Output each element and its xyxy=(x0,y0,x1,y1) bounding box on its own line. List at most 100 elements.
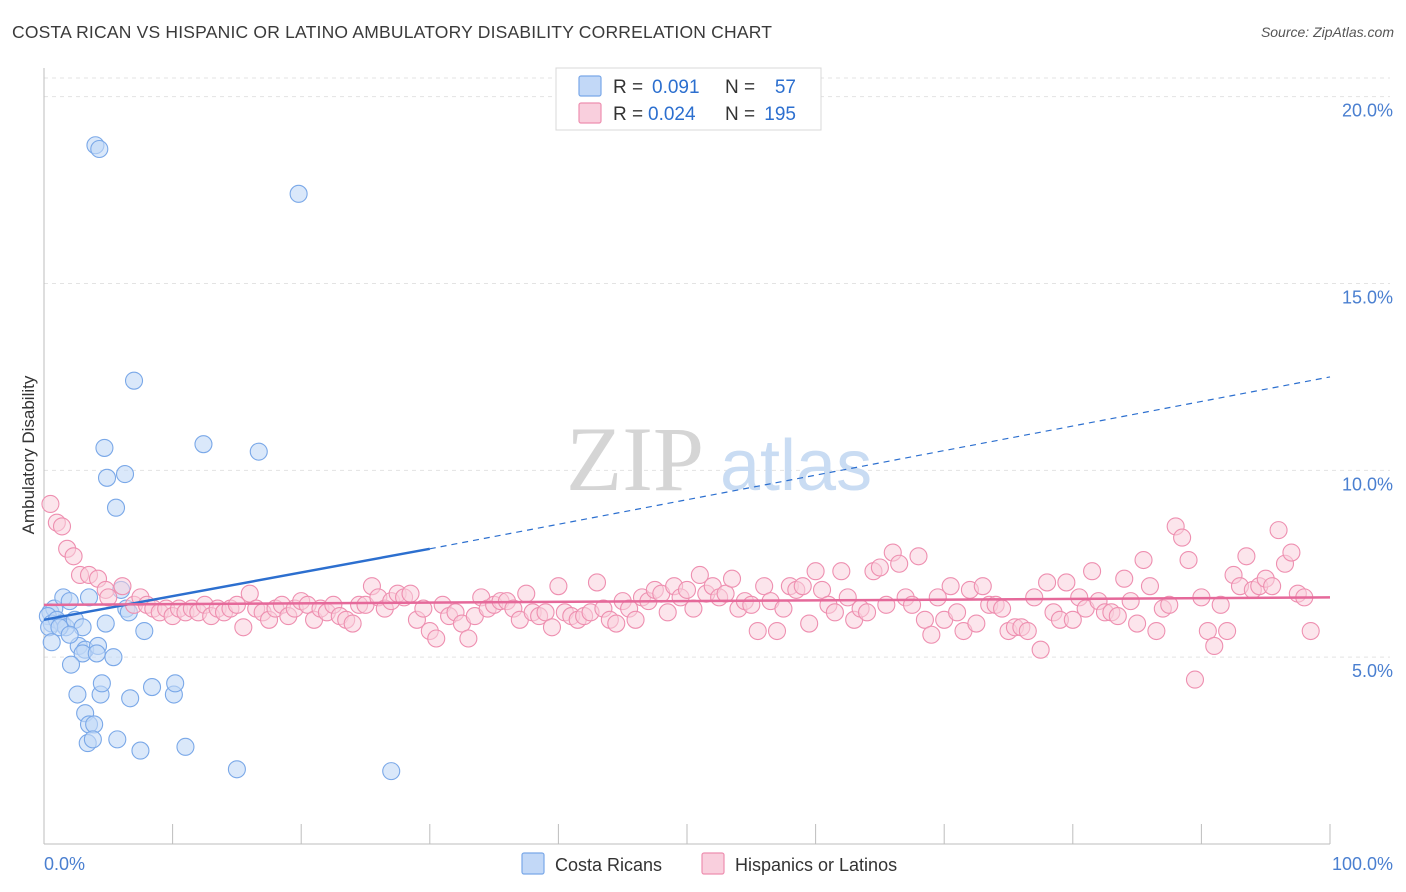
source-label: Source: ZipAtlas.com xyxy=(1260,24,1394,40)
data-point-hispanic xyxy=(427,629,446,648)
data-point-hispanic xyxy=(1128,614,1147,633)
y-tick-label: 15.0% xyxy=(1342,288,1393,308)
data-point-hispanic xyxy=(915,610,934,629)
data-point-hispanic xyxy=(1263,577,1282,596)
data-point-hispanic xyxy=(1237,547,1256,566)
data-point-costa-rican xyxy=(104,648,123,667)
data-point-hispanic xyxy=(1063,610,1082,629)
data-point-hispanic xyxy=(1140,577,1160,596)
legend-r-label-costa: R = xyxy=(613,77,643,98)
data-point-hispanic xyxy=(806,562,825,581)
data-point-hispanic xyxy=(1115,569,1134,588)
data-point-costa-rican xyxy=(87,644,106,663)
data-point-hispanic xyxy=(658,603,677,622)
x-tick-label: 0.0% xyxy=(44,854,85,874)
data-point-costa-rican xyxy=(382,762,401,781)
y-axis-title: Ambulatory Disability xyxy=(19,375,38,534)
legend-swatch-costa xyxy=(578,75,602,97)
series-costa-ricans xyxy=(38,136,401,781)
legend-r-value-hisp: 0.024 xyxy=(648,104,696,125)
data-point-costa-rican xyxy=(115,465,135,484)
data-point-hispanic xyxy=(1121,592,1140,611)
data-point-hispanic xyxy=(722,569,742,588)
y-tick-label: 20.0% xyxy=(1342,101,1393,121)
data-point-hispanic xyxy=(812,580,832,599)
data-point-hispanic xyxy=(742,595,761,614)
data-point-costa-rican xyxy=(289,184,308,203)
y-tick-label: 5.0% xyxy=(1352,661,1393,681)
trend-line-costa-ricans xyxy=(43,547,431,622)
legend-n-value-costa: 57 xyxy=(775,77,796,98)
data-point-hispanic xyxy=(832,562,851,581)
data-point-hispanic xyxy=(677,580,697,599)
data-point-hispanic xyxy=(1211,595,1230,614)
data-point-hispanic xyxy=(1218,621,1237,641)
data-point-hispanic xyxy=(626,610,645,629)
data-point-costa-rican xyxy=(60,625,79,644)
data-point-hispanic xyxy=(716,584,735,603)
data-point-hispanic xyxy=(1269,521,1288,540)
data-point-costa-rican xyxy=(249,442,268,461)
watermark-atlas: atlas xyxy=(720,426,872,506)
data-point-costa-rican xyxy=(90,139,109,159)
data-point-hispanic xyxy=(748,621,767,641)
data-point-hispanic xyxy=(1282,543,1301,562)
watermark-zip: ZIP xyxy=(566,408,704,510)
series-hispanics-latinos xyxy=(41,494,1320,689)
data-point-hispanic xyxy=(1018,621,1037,641)
legend-n-label-hisp: N = xyxy=(725,104,755,125)
data-point-costa-rican xyxy=(194,435,213,454)
data-point-costa-rican xyxy=(142,678,162,697)
data-point-hispanic xyxy=(825,603,844,622)
data-point-costa-rican xyxy=(42,633,61,652)
data-point-hispanic xyxy=(549,577,568,596)
data-point-hispanic xyxy=(890,554,909,573)
legend-r-value-costa: 0.091 xyxy=(652,77,700,98)
legend-bottom-swatch-costa xyxy=(521,852,545,875)
legend-swatch-hisp xyxy=(578,102,602,124)
series-legend: Costa Ricans Hispanics or Latinos xyxy=(521,852,897,875)
axes: 5.0% 10.0% 15.0% 20.0% 0.0% 100.0% xyxy=(43,68,1393,874)
data-point-costa-rican xyxy=(68,685,87,704)
data-point-costa-rican xyxy=(124,371,144,390)
data-point-hispanic xyxy=(993,599,1012,618)
data-point-hispanic xyxy=(1147,621,1166,641)
data-point-hispanic xyxy=(542,618,562,637)
data-point-hispanic xyxy=(870,558,889,577)
data-point-hispanic xyxy=(343,614,362,633)
data-point-hispanic xyxy=(607,614,626,633)
data-point-hispanic xyxy=(1108,607,1127,626)
x-tick-label: 100.0% xyxy=(1332,854,1393,874)
data-point-costa-rican xyxy=(106,498,126,517)
data-point-hispanic xyxy=(928,588,947,607)
legend-n-label-costa: N = xyxy=(725,77,755,98)
data-point-costa-rican xyxy=(83,730,102,749)
trend-line-hispanics xyxy=(43,596,1331,607)
data-point-hispanic xyxy=(1160,595,1179,614)
data-point-hispanic xyxy=(857,603,877,622)
watermark: ZIP atlas xyxy=(566,408,872,510)
data-point-hispanic xyxy=(1198,621,1217,641)
data-point-costa-rican xyxy=(227,760,246,779)
data-point-hispanic xyxy=(1038,573,1057,592)
data-point-costa-rican xyxy=(108,730,127,749)
trend-extension-costa-ricans xyxy=(429,376,1331,550)
data-point-hispanic xyxy=(1025,588,1044,607)
legend-bottom-label-hisp: Hispanics or Latinos xyxy=(735,855,897,875)
data-point-hispanic xyxy=(414,599,433,618)
legend-n-value-hisp: 195 xyxy=(764,104,796,125)
data-point-costa-rican xyxy=(85,715,104,734)
data-point-hispanic xyxy=(909,547,928,566)
data-point-hispanic xyxy=(234,618,253,637)
data-point-costa-rican xyxy=(135,621,154,641)
data-point-hispanic xyxy=(793,577,812,596)
legend-bottom-swatch-hisp xyxy=(701,852,725,875)
data-point-hispanic xyxy=(99,588,118,607)
data-point-hispanic xyxy=(838,588,857,607)
data-point-hispanic xyxy=(1031,640,1050,659)
correlation-legend: R = 0.091 N = 57 R = 0.024 N = 195 xyxy=(555,67,822,131)
data-point-hispanic xyxy=(1083,562,1102,581)
trend-lines xyxy=(43,376,1331,622)
data-point-hispanic xyxy=(967,614,986,633)
